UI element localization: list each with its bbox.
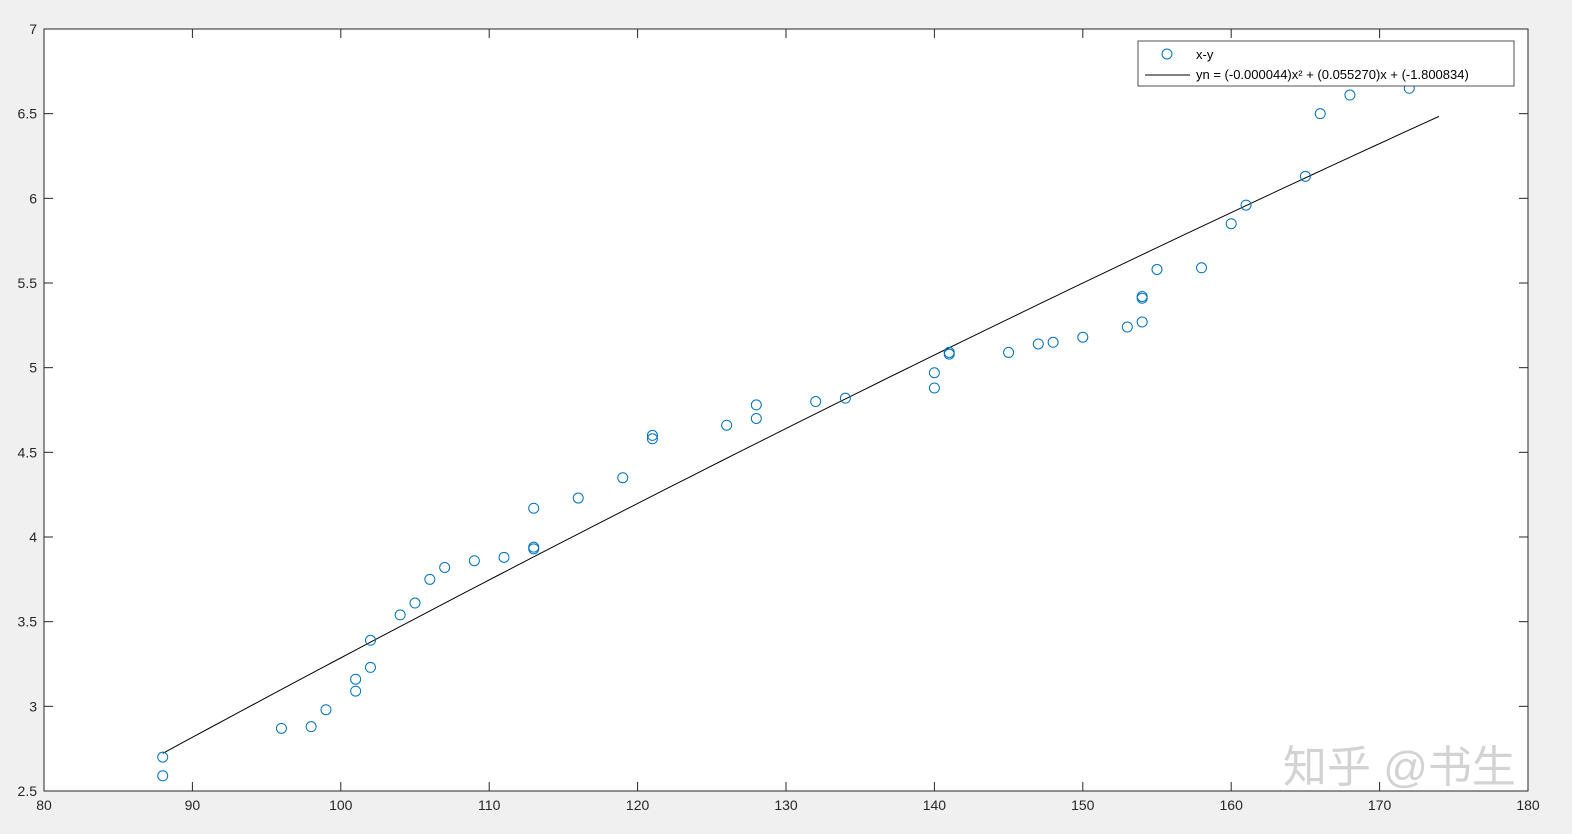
data-point [1344,89,1356,101]
data-point [810,396,822,408]
y-tick-label: 3.5 [18,614,38,630]
y-tick-label: 4 [29,529,37,545]
data-point [750,399,762,411]
y-tick-label: 7 [29,21,37,37]
data-point [1032,338,1044,350]
data-point [572,492,584,504]
x-tick-label: 110 [478,797,501,813]
x-tick-label: 180 [1516,797,1540,813]
data-point [1136,292,1148,304]
data-point [1225,218,1237,230]
data-point [646,433,658,445]
data-point [928,382,940,394]
legend-box [1137,40,1515,87]
data-point [275,722,287,734]
data-point [424,573,436,585]
y-tick-label: 6 [29,190,37,206]
y-tick-label: 3 [29,698,37,714]
data-point [721,419,733,431]
data-point [928,367,940,379]
data-point [839,392,851,404]
data-point [1151,263,1163,275]
data-point [1240,199,1252,211]
data-point [305,721,317,733]
x-tick-label: 150 [1071,797,1095,813]
axes-area [44,29,1528,791]
data-point [394,609,406,621]
x-tick-label: 130 [774,797,798,813]
data-point [1196,262,1208,274]
legend-entry-fit: yn = (-0.000044)x² + (0.055270)x + (-1.8… [1196,67,1469,82]
ticks-layer: 80 90 100 110 120 130 140 150 160 170 180 2.5 3 3.5 4 4… [18,21,1540,813]
data-point [498,551,510,563]
data-point [409,597,421,609]
legend-marker-icon [1161,48,1173,60]
data-point [1003,346,1015,358]
plot-layer [157,82,1440,782]
x-tick-label: 80 [36,797,52,813]
x-tick-label: 90 [185,797,201,813]
y-tick-label: 5 [29,360,37,376]
data-point [157,770,169,782]
data-point [617,472,629,484]
x-tick-label: 170 [1368,797,1392,813]
x-tick-label: 100 [329,797,353,813]
data-point [646,429,658,441]
data-point [468,555,480,567]
data-point [943,348,955,360]
x-tick-label: 120 [626,797,650,813]
watermark: 知乎 @书生 [1283,743,1516,792]
data-point [157,751,169,763]
data-point [1121,321,1133,333]
data-point [364,661,376,673]
data-point [364,634,376,646]
data-point [1136,316,1148,328]
data-point [750,412,762,424]
legend-entry-scatter: x-y [1196,47,1214,62]
y-tick-label: 2.5 [18,783,38,799]
data-point [320,704,332,716]
y-tick-label: 4.5 [18,444,38,460]
data-point [350,673,362,685]
data-point [350,685,362,697]
legend[interactable]: x-y yn = (-0.000044)x² + (0.055270)x + (… [1137,40,1515,87]
x-tick-label: 160 [1220,797,1244,813]
data-point [1314,108,1326,120]
y-tick-label: 5.5 [18,275,38,291]
data-point [1299,170,1311,182]
data-point [1077,331,1089,343]
data-point [528,543,540,555]
data-point [528,502,540,514]
data-point [1047,336,1059,348]
x-tick-label: 140 [923,797,947,813]
y-tick-label: 6.5 [18,106,38,122]
data-point [439,561,451,573]
